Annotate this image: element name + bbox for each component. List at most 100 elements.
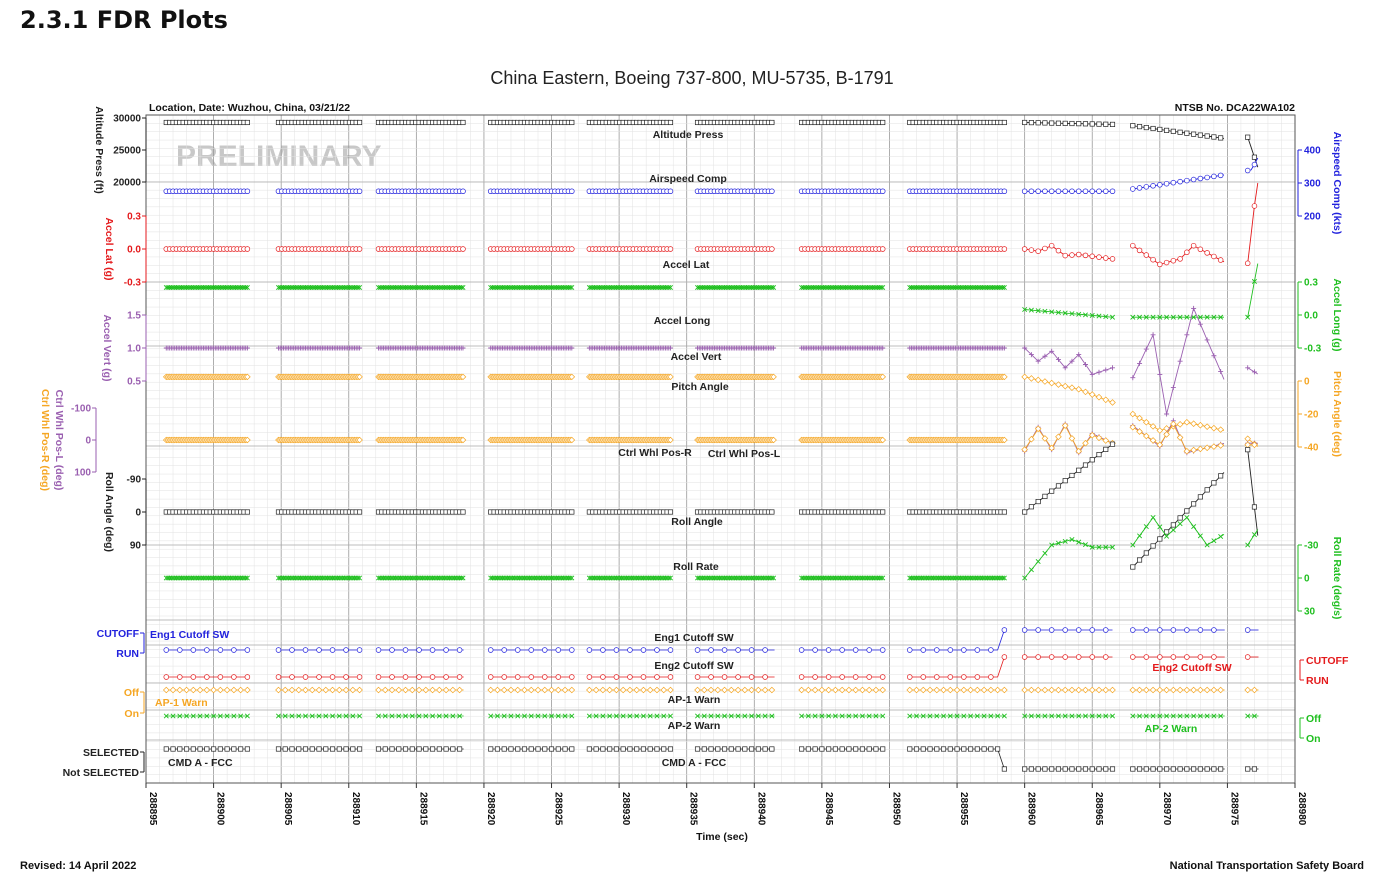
x-tick-label: 288905 [282,792,293,826]
data-point [769,687,775,693]
data-point [806,687,812,693]
data-point [204,648,209,653]
data-point [515,675,520,680]
data-point [826,675,831,680]
data-point [1036,767,1040,771]
data-point [1089,392,1095,398]
data-point [1042,379,1048,385]
data-point [1137,767,1141,771]
data-point [1083,389,1089,395]
data-point [1212,767,1216,771]
roll-angle-deg-tick-label: 0 [135,508,141,519]
data-point [357,747,361,751]
data-point [928,747,932,751]
not-selected-state-label: Not SELECTED [63,767,140,779]
data-point [1252,505,1256,509]
data-point [516,747,520,751]
data-point [191,648,196,653]
data-point [1245,767,1249,771]
data-point [1090,122,1094,126]
data-point [1110,365,1115,370]
data-point [988,687,994,693]
data-point [1150,687,1156,693]
data-point [1177,435,1183,441]
data-point [1096,687,1102,693]
pitch-angle-series-label: Pitch Angle [671,381,729,393]
x-tick-label: 288965 [1093,792,1104,826]
data-point [813,648,818,653]
data-point [813,675,818,680]
data-point [962,747,966,751]
data-point [709,747,713,751]
data-point [1178,359,1183,364]
data-point [1076,189,1081,194]
roll-angle-series [164,442,1258,569]
data-point [357,648,362,653]
data-point [1157,372,1162,377]
data-point [1029,436,1035,442]
roll-rate-deg-s-tick-label: -30 [1304,541,1319,552]
data-point [995,687,1001,693]
accel-lat-line [1248,183,1258,263]
data-point [495,687,501,693]
x-tick-label: 288950 [890,792,901,826]
data-point [749,648,754,653]
accel-lat-g-tick-label: 0.0 [127,245,141,256]
data-point [634,747,638,751]
data-point [1191,421,1197,427]
data-point [457,648,462,653]
accel-long-series [164,264,1258,320]
data-point [389,687,395,693]
data-point [502,648,507,653]
data-point [317,747,321,751]
data-point [1090,628,1095,633]
data-point [509,747,513,751]
data-point [1151,183,1156,188]
data-point [245,247,250,252]
data-point [1211,655,1216,660]
data-point [1137,248,1142,253]
data-point [191,675,196,680]
data-point [1191,177,1196,182]
data-point [860,687,866,693]
data-point [1171,129,1175,133]
x-axis-label: Time (sec) [696,831,748,843]
data-point [303,675,308,680]
data-point [853,687,859,693]
data-point [941,687,947,693]
airspeed-comp-series-label: Airspeed Comp [649,173,727,185]
data-point [634,687,640,693]
data-point [555,687,561,693]
data-point [542,648,547,653]
data-point [722,747,726,751]
eng2-cutoff-sw-series-label: Eng2 Cutoff SW [654,660,733,672]
data-point [1049,655,1054,660]
data-point [770,747,774,751]
data-point [177,675,182,680]
data-point [1002,687,1008,693]
data-point [1130,687,1136,693]
data-point [457,687,463,693]
accel-vert-series-label: Accel Vert [671,351,722,363]
data-point [417,648,422,653]
data-point [587,747,591,751]
data-point [1089,687,1095,693]
data-point [1218,474,1222,478]
data-point [403,675,408,680]
data-point [1198,133,1202,137]
data-point [1252,155,1256,159]
data-point [799,747,803,751]
data-point [403,687,409,693]
data-point [502,747,506,751]
data-point [874,747,878,751]
data-point [423,687,429,693]
data-point [1218,767,1222,771]
data-point [1103,189,1108,194]
data-point [1056,189,1061,194]
data-point [461,247,466,252]
data-point [1144,551,1148,555]
data-point [826,747,830,751]
data-point [344,648,349,653]
data-point [1164,128,1168,132]
data-point [867,675,872,680]
